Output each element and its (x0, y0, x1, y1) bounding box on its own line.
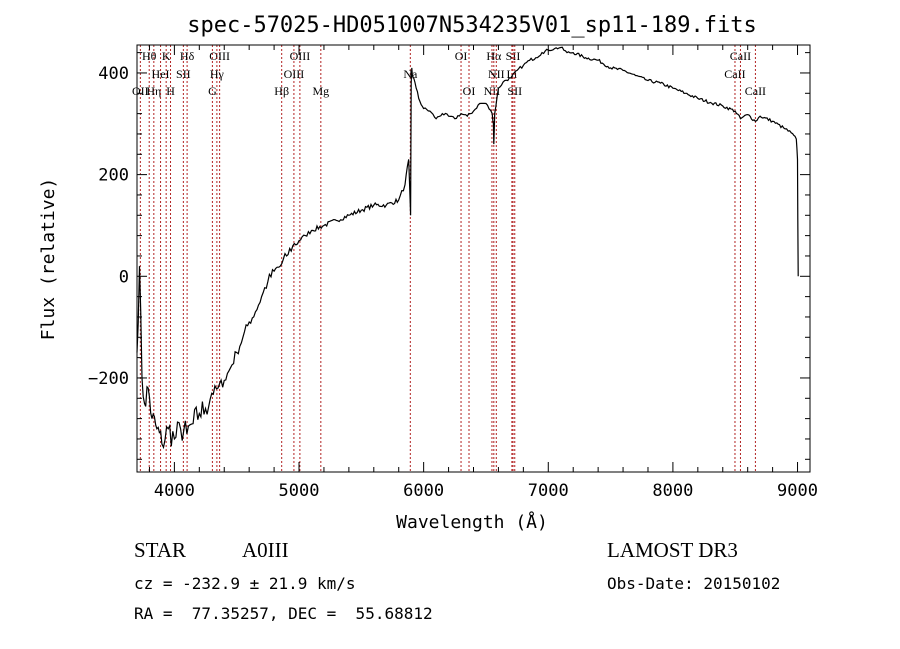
y-tick-label: −200 (88, 369, 129, 389)
line-label: Hα (486, 49, 502, 63)
line-label: G (208, 84, 217, 98)
y-tick-label: 200 (98, 166, 129, 186)
line-label: Hβ (274, 84, 289, 98)
line-label: H (166, 84, 175, 98)
line-label: SII (507, 84, 522, 98)
line-label: K (162, 49, 171, 63)
redshift-velocity: cz = -232.9 ± 21.9 km/s (134, 574, 356, 593)
spectral-subclass: A0III (242, 538, 289, 562)
y-axis-label: Flux (relative) (38, 178, 59, 341)
chart-title: spec-57025-HD051007N534235V01_sp11-189.f… (187, 13, 757, 38)
spectral-line-markers: HθOIIHηHeIKHSIIHδGOIIIHγHβOIIIOIIIMgNaOI… (132, 45, 766, 472)
object-class: STAR (134, 538, 186, 562)
line-label: CaII (730, 49, 751, 63)
line-label: OIII (209, 49, 230, 63)
line-label: Na (403, 67, 418, 81)
line-label: NII (488, 67, 505, 81)
x-tick-label: 4000 (154, 481, 195, 501)
line-label: Hη (146, 84, 161, 98)
line-label: OIII (290, 49, 311, 63)
x-tick-label: 5000 (279, 481, 320, 501)
line-label: OII (132, 84, 149, 98)
x-tick-label: 8000 (652, 481, 693, 501)
line-label: Mg (312, 84, 329, 98)
x-tick-label: 7000 (528, 481, 569, 501)
line-label: CaII (724, 67, 745, 81)
line-label: CaII (745, 84, 766, 98)
plot-frame (136, 44, 811, 473)
line-label: SII (506, 49, 521, 63)
coordinates: RA = 77.35257, DEC = 55.68812 (134, 604, 433, 623)
line-label: OI (463, 84, 476, 98)
x-axis-label: Wavelength (Å) (396, 511, 548, 533)
line-label: Hδ (180, 49, 195, 63)
y-tick-label: 400 (98, 64, 129, 84)
line-label: Li (507, 67, 518, 81)
line-label: Hθ (142, 49, 157, 63)
observation-date: Obs-Date: 20150102 (607, 574, 781, 593)
x-tick-label: 9000 (777, 481, 818, 501)
line-label: OIII (284, 67, 305, 81)
line-label: SII (176, 67, 191, 81)
axis-ticks: 4000 5000 6000 7000 8000 9000 −200 0 200 400 (88, 45, 818, 501)
line-label: Hγ (210, 67, 225, 81)
line-label: OI (455, 49, 468, 63)
spectrum-line (136, 46, 799, 450)
x-tick-label: 6000 (403, 481, 444, 501)
line-label: HeI (152, 67, 170, 81)
survey-name: LAMOST DR3 (607, 538, 738, 562)
y-tick-label: 0 (119, 267, 129, 287)
